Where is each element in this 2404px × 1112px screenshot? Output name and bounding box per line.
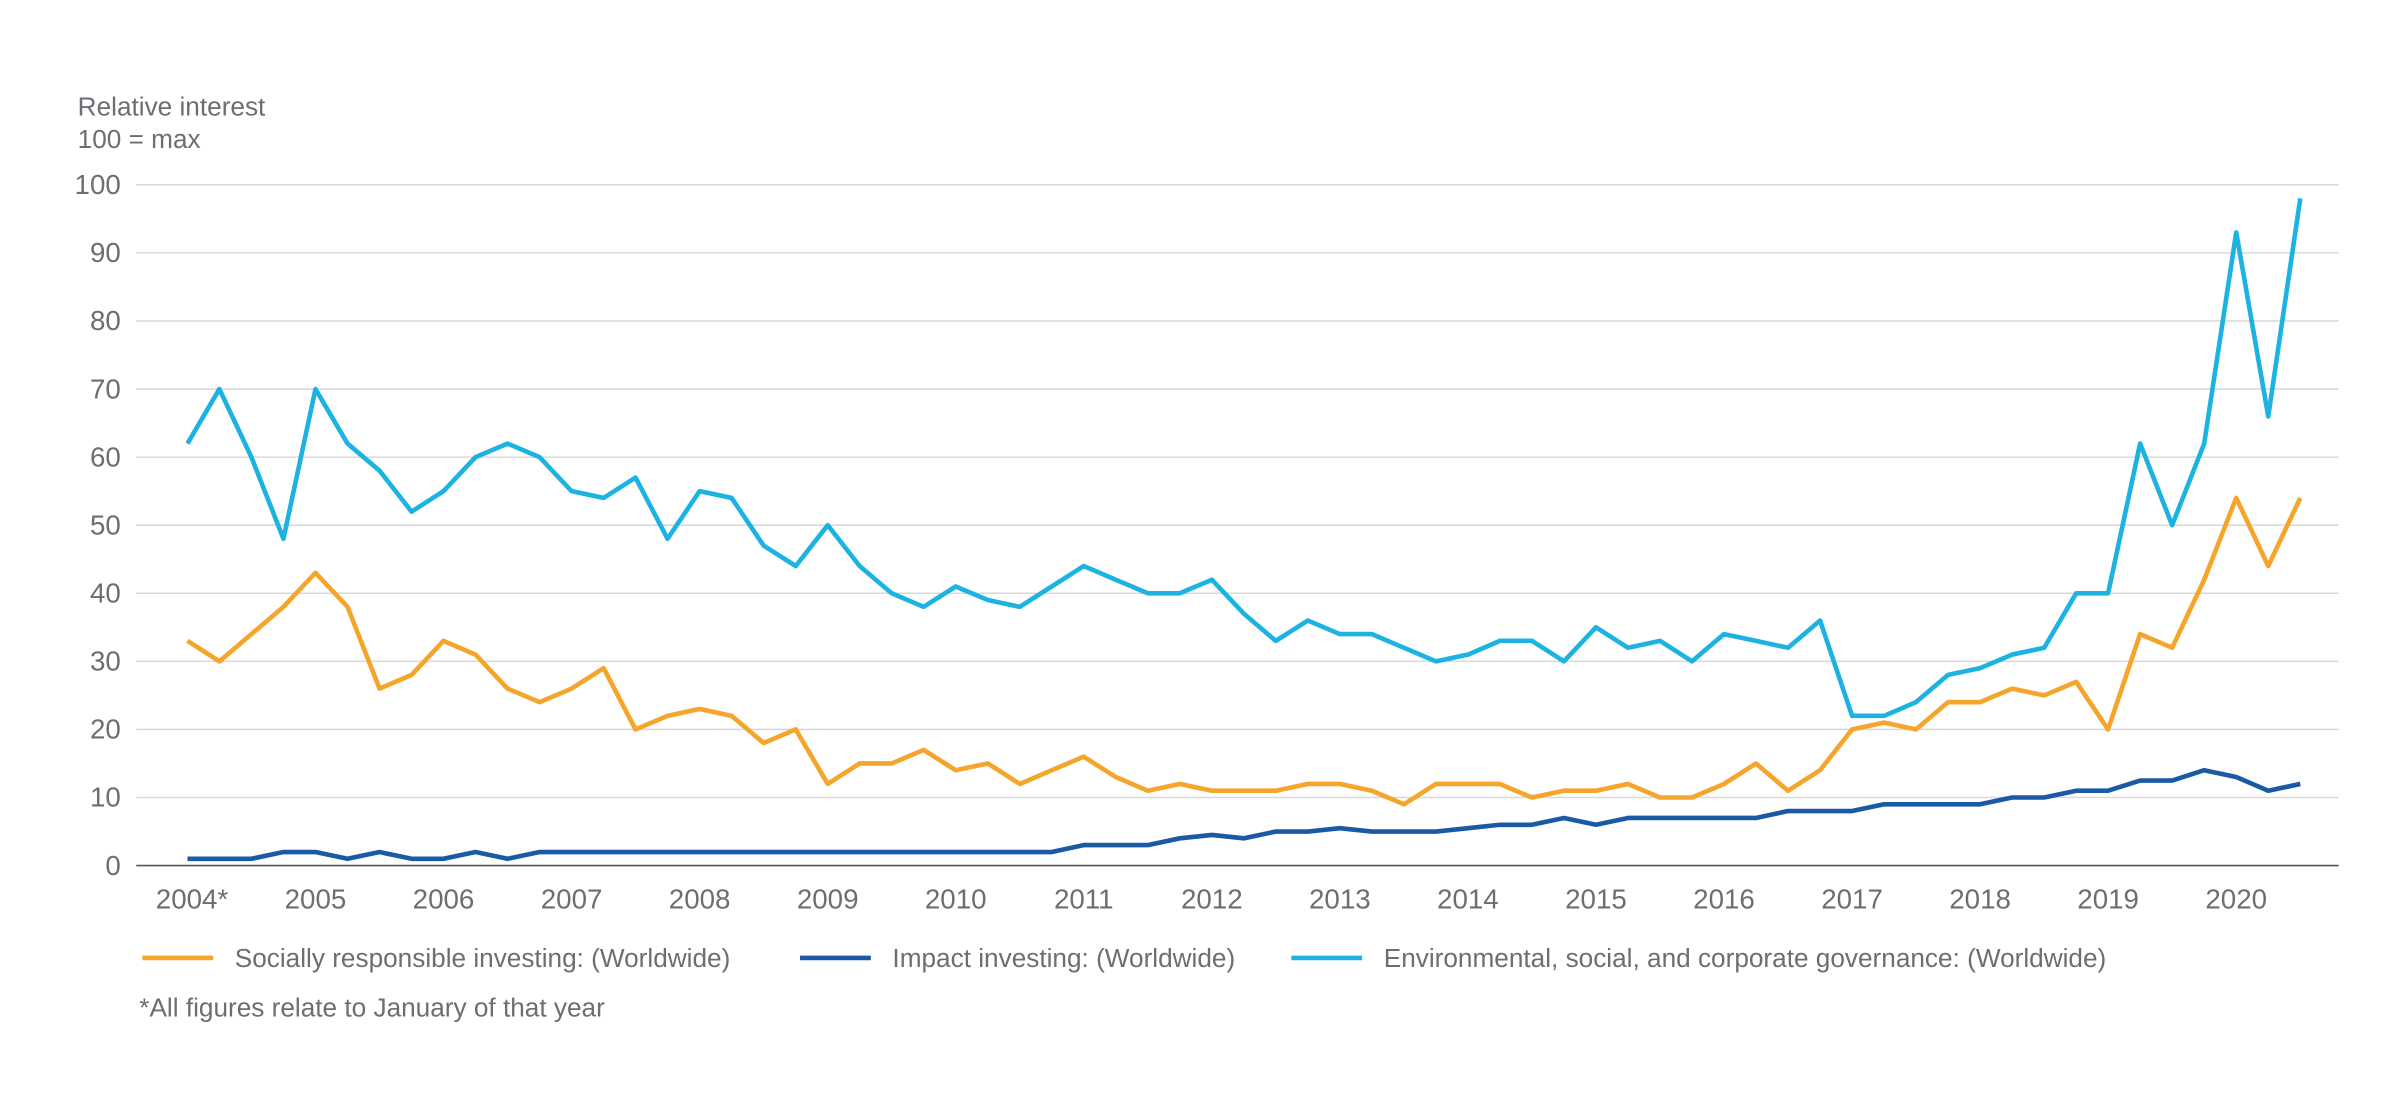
x-tick-label: 2013	[1309, 884, 1371, 915]
x-tick-label: 2007	[541, 884, 603, 915]
y-tick-label: 50	[90, 509, 121, 540]
y-tick-label: 0	[105, 850, 120, 881]
x-tick-label: 2011	[1054, 884, 1114, 915]
x-tick-label: 2010	[925, 884, 987, 915]
legend-label: Socially responsible investing: (Worldwi…	[235, 943, 731, 973]
x-tick-label: 2017	[1821, 884, 1883, 915]
y-tick-label: 40	[90, 578, 121, 609]
x-tick-label: 2012	[1181, 884, 1243, 915]
series-line	[186, 495, 2303, 807]
series-line	[187, 767, 2301, 862]
y-tick-label: 90	[90, 237, 121, 268]
x-tick-label: 2018	[1949, 884, 2011, 915]
y-tick-label: 30	[90, 646, 121, 677]
y-tick-label: 10	[90, 782, 121, 813]
y-tick-label: 100	[75, 169, 121, 200]
x-tick-label: 2009	[797, 884, 859, 915]
x-tick-label: 2019	[2077, 884, 2139, 915]
y-tick-label: 80	[90, 305, 121, 336]
y-axis-label: 100 = max	[78, 124, 201, 154]
footnote: *All figures relate to January of that y…	[139, 993, 605, 1023]
x-tick-label: 2020	[2205, 884, 2267, 915]
y-tick-label: 60	[90, 441, 121, 472]
y-tick-label: 70	[90, 373, 121, 404]
x-tick-label: 2014	[1437, 884, 1499, 915]
x-tick-label: 2005	[285, 884, 347, 915]
legend-label: Environmental, social, and corporate gov…	[1384, 943, 2107, 973]
x-tick-label: 2008	[669, 884, 731, 915]
x-tick-label: 2015	[1565, 884, 1627, 915]
legend-label: Impact investing: (Worldwide)	[892, 943, 1235, 973]
x-tick-label: 2006	[413, 884, 475, 915]
x-tick-label: 2016	[1693, 884, 1755, 915]
y-axis-label: Relative interest	[78, 92, 266, 122]
series-line	[185, 198, 2303, 719]
y-tick-label: 20	[90, 714, 121, 745]
x-tick-label: 2004*	[156, 884, 229, 915]
